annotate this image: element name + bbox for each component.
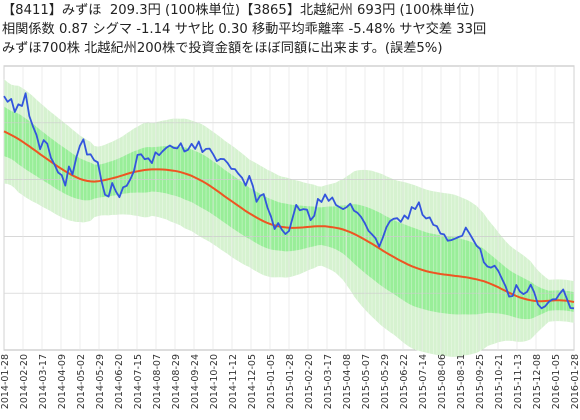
header-line-3: みずほ700株 北越紀州200株で投資金額をほぼ同額に出来ます。(誤差5%) <box>2 39 443 58</box>
x-tick-label: 2014-07-15 <box>133 354 144 409</box>
x-tick-label: 2014-04-09 <box>57 354 68 409</box>
x-tick-label: 2015-07-14 <box>418 354 429 409</box>
x-tick-label: 2015-08-31 <box>456 354 467 409</box>
x-tick-label: 2015-10-21 <box>494 354 505 409</box>
header-line-2: 相関係数 0.87 シグマ -1.14 サヤ比 0.30 移動平均乖離率 -5.… <box>2 20 486 39</box>
x-tick-label: 2014-12-05 <box>247 354 258 409</box>
x-tick-label: 2014-03-17 <box>38 354 49 409</box>
x-tick-label: 2015-04-08 <box>342 354 353 409</box>
x-tick-label: 2014-05-29 <box>95 354 106 409</box>
x-tick-label: 2015-11-13 <box>513 354 524 409</box>
spread-ratio-stat: サヤ比 0.30 <box>174 22 248 37</box>
x-tick-label: 2015-01-05 <box>266 354 277 409</box>
x-tick-label: 2015-05-07 <box>361 354 372 409</box>
x-tick-label: 2015-08-06 <box>437 354 448 409</box>
cross-count-stat: サヤ交差 33回 <box>399 22 487 37</box>
sigma-stat: シグマ -1.14 <box>92 22 171 37</box>
correlation-stat: 相関係数 0.87 <box>2 22 89 37</box>
x-tick-label: 2014-02-20 <box>19 354 30 409</box>
stock-b-unit: (100株単位) <box>399 3 475 18</box>
x-tick-label: 2016-01-05 <box>551 354 562 409</box>
x-tick-label: 2014-01-28 <box>0 354 11 409</box>
stock-a-price: 209.3円 <box>109 3 161 18</box>
x-tick-label: 2014-08-07 <box>152 354 163 409</box>
x-tick-label: 2015-06-22 <box>399 354 410 409</box>
ma-deviation-stat: 移動平均乖離率 -5.48% <box>251 22 396 37</box>
x-tick-label: 2015-09-25 <box>475 354 486 409</box>
x-tick-label: 2015-05-29 <box>380 354 391 409</box>
x-tick-label: 2014-08-29 <box>171 354 182 409</box>
x-tick-label: 2016-01-28 <box>570 354 580 409</box>
x-tick-label: 2015-12-08 <box>532 354 543 409</box>
investment-note: みずほ700株 北越紀州200株で投資金額をほぼ同額に出来ます。(誤差5%) <box>2 41 443 56</box>
x-tick-label: 2014-05-02 <box>76 354 87 409</box>
x-tick-label: 2015-02-20 <box>304 354 315 409</box>
stock-a-name: 【8411】みずほ <box>2 3 102 18</box>
spread-line <box>3 92 575 310</box>
x-tick-label: 2014-10-20 <box>209 354 220 409</box>
x-tick-label: 2015-01-28 <box>285 354 296 409</box>
x-tick-label: 2014-09-24 <box>190 354 201 409</box>
stock-b-name: 【3865】北越紀州 <box>240 3 353 18</box>
stock-b-price: 693円 <box>356 3 396 18</box>
x-tick-label: 2014-06-20 <box>114 354 125 409</box>
header-line-1: 【8411】みずほ 209.3円 (100株単位)【3865】北越紀州 693円… <box>2 1 475 20</box>
stock-a-unit: (100株単位) <box>165 3 241 18</box>
x-tick-label: 2014-11-12 <box>228 354 239 409</box>
x-tick-label: 2015-03-17 <box>323 354 334 409</box>
